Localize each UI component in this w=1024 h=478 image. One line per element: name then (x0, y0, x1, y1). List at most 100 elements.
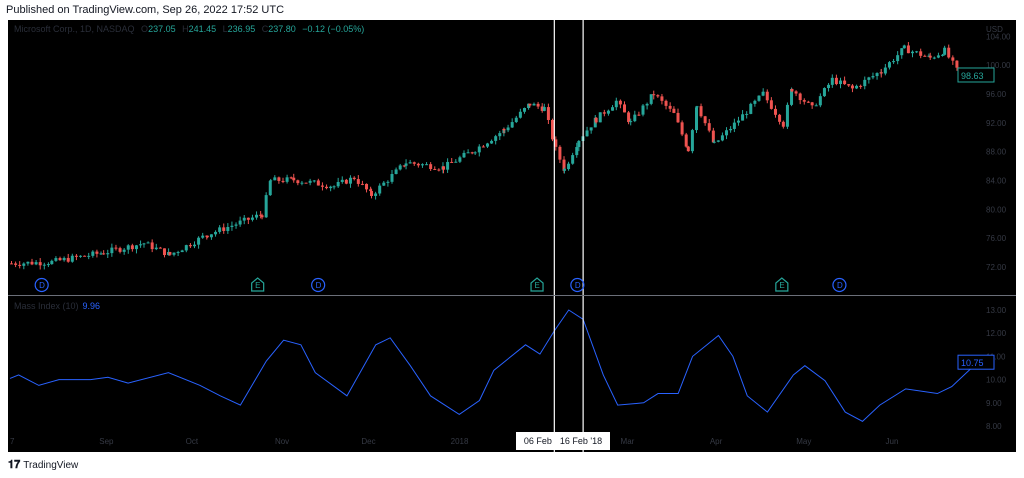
chart-area[interactable]: 104.00 100.00 96.00 92.00 88.00 84.00 80.00 76.… (8, 20, 1016, 452)
candle-body (10, 263, 13, 265)
candle-body (130, 245, 134, 250)
candle-body (462, 152, 466, 158)
candle-body (668, 105, 672, 109)
candle-body (404, 163, 408, 166)
candle-body (188, 245, 192, 247)
candle-body (292, 177, 296, 181)
candle-body (716, 140, 720, 142)
candle-body (660, 96, 664, 101)
candle-body (122, 249, 126, 252)
candle-body (14, 263, 18, 265)
candle-body (514, 117, 518, 123)
candle-body (95, 251, 99, 254)
candle-body (226, 226, 230, 231)
candle-body (184, 245, 188, 251)
candle-body (356, 179, 360, 184)
candle-body (554, 139, 558, 147)
candle-body (871, 76, 875, 78)
candle-body (562, 159, 566, 171)
dividend-icon (34, 277, 49, 293)
indicator-legend: Mass Index (10) 9.96 (14, 301, 100, 311)
candle-body (703, 116, 707, 124)
candle-body (802, 100, 806, 102)
candle-body (408, 162, 412, 164)
candle-body (50, 260, 54, 265)
candle-body (522, 108, 526, 112)
candle-body (919, 51, 923, 56)
candle-body (887, 62, 891, 68)
candle-body (91, 251, 95, 256)
candle-body (794, 91, 798, 94)
close-value: 237.80 (268, 24, 296, 34)
candle-body (765, 91, 769, 101)
time-axis-label: May (796, 437, 811, 446)
earnings-icon (251, 277, 265, 292)
candle-body (773, 108, 777, 115)
candle-body (260, 215, 264, 218)
earnings-marker-label: E (779, 281, 784, 290)
pane-separator[interactable] (8, 295, 1016, 296)
candle-body (932, 57, 936, 59)
candle-body (277, 177, 281, 181)
candle-body (230, 225, 234, 227)
candle-body (340, 179, 344, 182)
tradingview-footer[interactable]: 𝟏𝟕 TradingView (8, 459, 78, 472)
last-price-tag: 98.63 (961, 71, 984, 81)
candle-body (923, 55, 927, 57)
candle-body (205, 235, 209, 238)
candle-body (589, 127, 593, 131)
candle-body (106, 253, 110, 255)
dividend-marker-label: D (575, 281, 581, 290)
candle-body (843, 80, 847, 85)
candle-body (528, 103, 532, 106)
mass-axis-label: 8.00 (986, 422, 1002, 431)
candle-body (348, 177, 352, 184)
candle-body (238, 220, 242, 225)
candle-body (273, 177, 277, 181)
candle-body (46, 264, 50, 266)
candle-body (915, 51, 919, 53)
candle-body (790, 89, 794, 92)
candle-body (690, 130, 694, 152)
candle-body (753, 100, 757, 104)
candle-body (374, 193, 378, 196)
candle-body (892, 61, 896, 63)
candle-body (382, 182, 386, 186)
earnings-icon (775, 277, 789, 292)
candle-body (172, 252, 176, 255)
candle-body (736, 120, 740, 123)
last-mass-tag: 10.75 (961, 358, 984, 368)
candle-body (941, 54, 945, 56)
candle-body (902, 45, 906, 49)
last-price-tag-box (957, 67, 995, 83)
candle-body (749, 103, 753, 114)
candle-body (834, 77, 838, 85)
dividend-icon (832, 277, 847, 293)
candle-body (761, 91, 765, 93)
candle-body (42, 264, 46, 266)
candle-body (951, 57, 955, 61)
candle-body (699, 106, 703, 117)
candle-body (269, 180, 273, 182)
candle-body (83, 255, 87, 257)
candle-body (798, 93, 802, 101)
candle-body (850, 85, 854, 89)
candle-body (847, 84, 851, 86)
candle-body (614, 100, 618, 108)
candle-body (481, 146, 485, 148)
crosshair-start-label: 06 Feb (523, 436, 552, 446)
candle-body (473, 152, 477, 154)
earnings-marker-label: E (255, 281, 260, 290)
candle-body (502, 128, 506, 131)
candle-body (896, 55, 900, 62)
candle-body (656, 95, 660, 97)
candle-body (943, 47, 947, 55)
candle-body (542, 107, 546, 111)
candle-body (70, 255, 74, 262)
candle-body (442, 166, 445, 170)
chart-canvas[interactable]: 104.00 100.00 96.00 92.00 88.00 84.00 80.00 76.… (8, 20, 1016, 452)
mass-axis-label: 11.00 (986, 352, 1006, 361)
candle-body (855, 85, 859, 89)
time-axis-label: Mar (621, 437, 635, 446)
published-header: Published on TradingView.com, Sep 26, 20… (6, 4, 285, 16)
